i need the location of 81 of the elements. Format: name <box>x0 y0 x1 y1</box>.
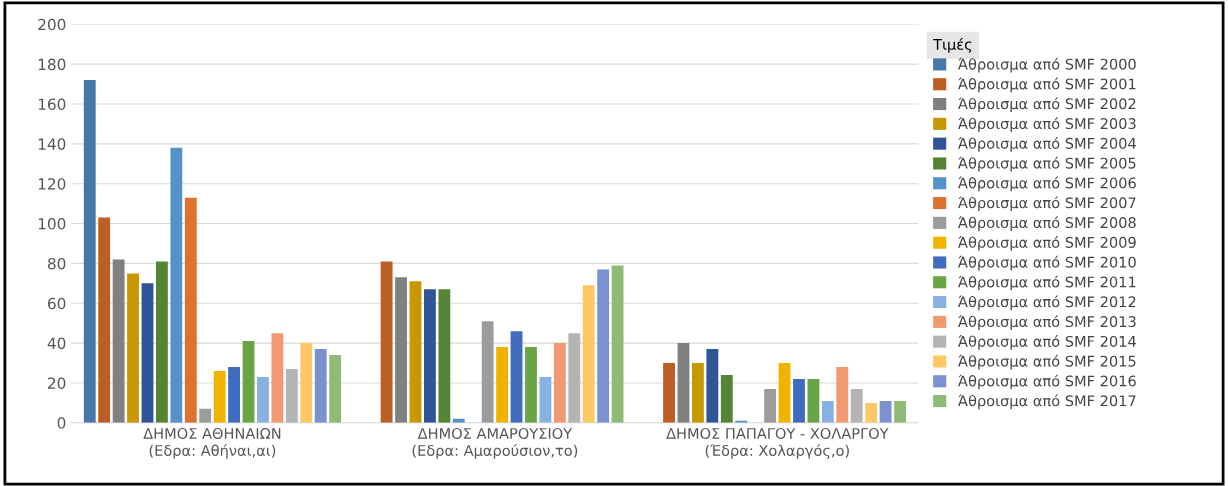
bar <box>539 376 552 423</box>
legend-label: Άθροισμα από SMF 2004 <box>958 137 1136 152</box>
bar <box>597 269 610 423</box>
bar <box>481 321 494 423</box>
bar <box>213 371 226 423</box>
y-tick-label: 60 <box>47 297 66 310</box>
bar <box>692 363 704 423</box>
y-tick-label: 40 <box>47 337 66 350</box>
bar <box>793 378 805 423</box>
bar <box>821 400 834 423</box>
bar <box>582 285 595 423</box>
bar <box>663 363 675 423</box>
bar <box>329 355 342 423</box>
bar <box>438 289 451 423</box>
legend-label: Άθροισμα από SMF 2002 <box>958 97 1136 113</box>
legend-label: Άθροισμα από SMF 2003 <box>958 117 1136 132</box>
legend-label: Άθροισμα από SMF 2007 <box>958 196 1136 212</box>
bar <box>395 277 407 423</box>
y-tick-label: 120 <box>38 178 66 190</box>
legend-title: Τιμές <box>933 37 972 53</box>
y-tick-label: 140 <box>38 138 66 150</box>
bar <box>496 347 509 423</box>
bar <box>865 402 878 423</box>
bar <box>409 281 422 423</box>
bar <box>424 289 436 423</box>
bar <box>850 388 863 423</box>
x-tick-label: ΔΗΜΟΣ ΑΜΑΡΟΥΣΙΟΥ (Εδρα: Αμαρούσιον,το) <box>412 427 578 459</box>
y-tick-label: 200 <box>38 18 66 31</box>
bar <box>112 259 125 423</box>
legend-label: Άθροισμα από SMF 2014 <box>958 335 1136 350</box>
legend-label: Άθροισμα από SMF 2001 <box>958 77 1136 93</box>
x-tick-label: ΔΗΜΟΣ ΑΘΗΝΑΙΩΝ (Εδρα: Αθήναι,αι) <box>143 427 281 459</box>
y-tick-label: 80 <box>47 257 66 270</box>
bar <box>127 273 139 423</box>
y-tick-label: 160 <box>38 98 66 111</box>
bar <box>141 283 154 423</box>
bar <box>380 261 393 423</box>
bar <box>510 331 523 423</box>
legend-label: Άθροισμα από SMF 2017 <box>958 394 1136 410</box>
bar <box>83 80 96 423</box>
bar <box>611 265 624 423</box>
y-tick-label: 20 <box>48 377 66 389</box>
y-tick-label: 100 <box>38 218 66 230</box>
bar <box>98 217 111 423</box>
legend-label: Άθροισμα από SMF 2006 <box>958 176 1136 192</box>
x-tick-label: ΔΗΜΟΣ ΠΑΠΑΓΟΥ - ΧΟΛΑΡΓΟΥ (Έδρα: Χολαργός,ο) <box>666 427 889 459</box>
bar <box>170 147 183 423</box>
legend-label: Άθροισμα από SMF 2005 <box>958 156 1136 172</box>
bar <box>879 400 892 423</box>
bar <box>764 388 777 423</box>
legend-label: Άθροισμα από SMF 2010 <box>958 255 1136 271</box>
bar <box>836 367 849 423</box>
bar <box>894 400 906 423</box>
y-tick-label: 180 <box>38 58 66 71</box>
legend-label: Άθροισμα από SMF 2000 <box>958 57 1136 73</box>
bar <box>184 197 197 423</box>
legend-label: Άθροισμα από SMF 2008 <box>958 216 1136 231</box>
bar <box>242 341 255 423</box>
y-tick-label: 0 <box>57 417 66 429</box>
bar <box>271 333 284 423</box>
bar <box>677 343 690 423</box>
legend-label: Άθροισμα από SMF 2011 <box>958 275 1136 291</box>
bar <box>156 261 168 423</box>
bar <box>525 347 537 423</box>
bar <box>314 349 327 423</box>
bar <box>778 363 791 423</box>
legend-label: Άθροισμα από SMF 2012 <box>958 295 1136 311</box>
bar <box>807 378 820 423</box>
bar <box>257 376 269 423</box>
legend-label: Άθροισμα από SMF 2016 <box>958 374 1136 390</box>
legend-label: Άθροισμα από SMF 2015 <box>958 354 1136 370</box>
bar <box>199 408 212 423</box>
legend-label: Άθροισμα από SMF 2013 <box>958 315 1136 330</box>
bar <box>720 375 733 423</box>
bar <box>285 369 298 423</box>
bar <box>228 367 241 423</box>
bar <box>300 343 313 423</box>
legend-label: Άθροισμα από SMF 2009 <box>958 236 1136 251</box>
bar <box>706 349 719 423</box>
bar <box>553 343 566 423</box>
bar <box>568 333 581 423</box>
